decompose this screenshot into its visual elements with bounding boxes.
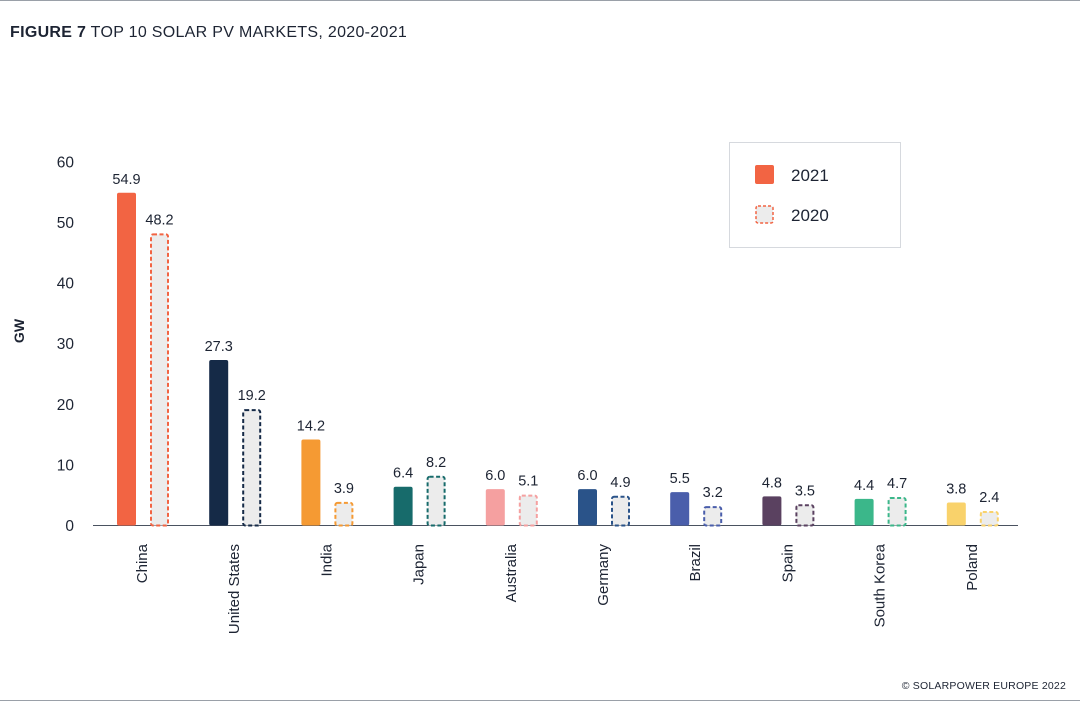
bar-2020 xyxy=(979,510,999,527)
bottom-rule xyxy=(0,700,1080,701)
data-label-2020: 8.2 xyxy=(426,455,446,471)
bar-2021 xyxy=(854,498,874,526)
legend-swatch-2020 xyxy=(755,205,774,224)
bar-2021 xyxy=(209,360,229,526)
bar-2020 xyxy=(518,494,538,527)
data-label-2021: 4.4 xyxy=(854,478,874,494)
data-label-2021: 6.4 xyxy=(393,466,413,482)
figure-label: FIGURE 7 xyxy=(10,24,87,41)
bar-2020 xyxy=(795,504,815,527)
bar-2021 xyxy=(762,496,782,526)
y-tick-label: 40 xyxy=(57,276,75,293)
data-label-2021: 4.8 xyxy=(762,475,782,491)
y-tick-label: 30 xyxy=(57,336,75,353)
y-tick-label: 0 xyxy=(65,518,74,535)
data-label-2020: 4.7 xyxy=(887,476,907,492)
data-label-2020: 3.2 xyxy=(703,485,723,501)
top-rule xyxy=(0,0,1080,1)
legend-label: 2020 xyxy=(791,206,829,225)
x-category-label: Australia xyxy=(503,543,520,602)
legend-box xyxy=(729,142,901,248)
data-label-2021: 14.2 xyxy=(297,418,325,434)
y-tick-label: 50 xyxy=(57,215,75,232)
y-tick-label: 10 xyxy=(57,457,75,474)
data-label-2020: 5.1 xyxy=(518,474,538,490)
bar-2021 xyxy=(117,192,136,526)
legend-label: 2021 xyxy=(791,166,829,185)
x-category-label: India xyxy=(318,543,335,576)
x-category-label: South Korea xyxy=(872,543,889,627)
data-label-2021: 3.8 xyxy=(946,481,966,497)
figure-title: FIGURE 7 TOP 10 SOLAR PV MARKETS, 2020-2… xyxy=(10,24,407,42)
x-category-label: Brazil xyxy=(687,544,704,582)
bar-2021 xyxy=(946,502,966,526)
bar-2020 xyxy=(242,409,262,527)
bar-2020 xyxy=(150,233,169,527)
data-label-2021: 27.3 xyxy=(205,339,233,355)
data-label-2021: 5.5 xyxy=(670,471,690,487)
bar-2020 xyxy=(426,475,446,527)
x-category-label: China xyxy=(134,543,151,583)
data-label-2021: 6.0 xyxy=(485,468,505,484)
y-tick-label: 20 xyxy=(57,397,75,414)
data-label-2020: 48.2 xyxy=(145,212,173,228)
figure-title-text: TOP 10 SOLAR PV MARKETS, 2020-2021 xyxy=(90,24,408,41)
data-label-2021: 54.9 xyxy=(112,172,140,188)
bar-2021 xyxy=(670,492,690,526)
x-category-label: Japan xyxy=(411,544,428,585)
y-axis-title: GW xyxy=(11,318,27,343)
bar-2021 xyxy=(578,489,597,526)
data-label-2021: 6.0 xyxy=(577,468,597,484)
copyright-notice: © SOLARPOWER EUROPE 2022 xyxy=(901,680,1066,692)
x-category-label: Poland xyxy=(964,544,981,591)
data-label-2020: 3.9 xyxy=(334,481,354,497)
x-category-label: Spain xyxy=(779,544,796,582)
bar-2020 xyxy=(703,506,723,527)
data-label-2020: 2.4 xyxy=(979,490,999,506)
bar-2021 xyxy=(393,486,413,526)
x-category-label: Germany xyxy=(595,544,612,606)
data-label-2020: 3.5 xyxy=(795,483,815,499)
legend-swatch-2021 xyxy=(755,165,774,184)
bar-2021 xyxy=(485,489,505,526)
data-label-2020: 4.9 xyxy=(610,475,630,491)
bar-2020 xyxy=(887,497,907,527)
y-tick-label: 60 xyxy=(57,154,75,171)
bar-2020 xyxy=(611,495,630,527)
bar-2021 xyxy=(301,439,321,526)
x-category-label: United States xyxy=(226,544,243,634)
bar-2020 xyxy=(334,501,354,527)
data-label-2020: 19.2 xyxy=(238,388,266,404)
